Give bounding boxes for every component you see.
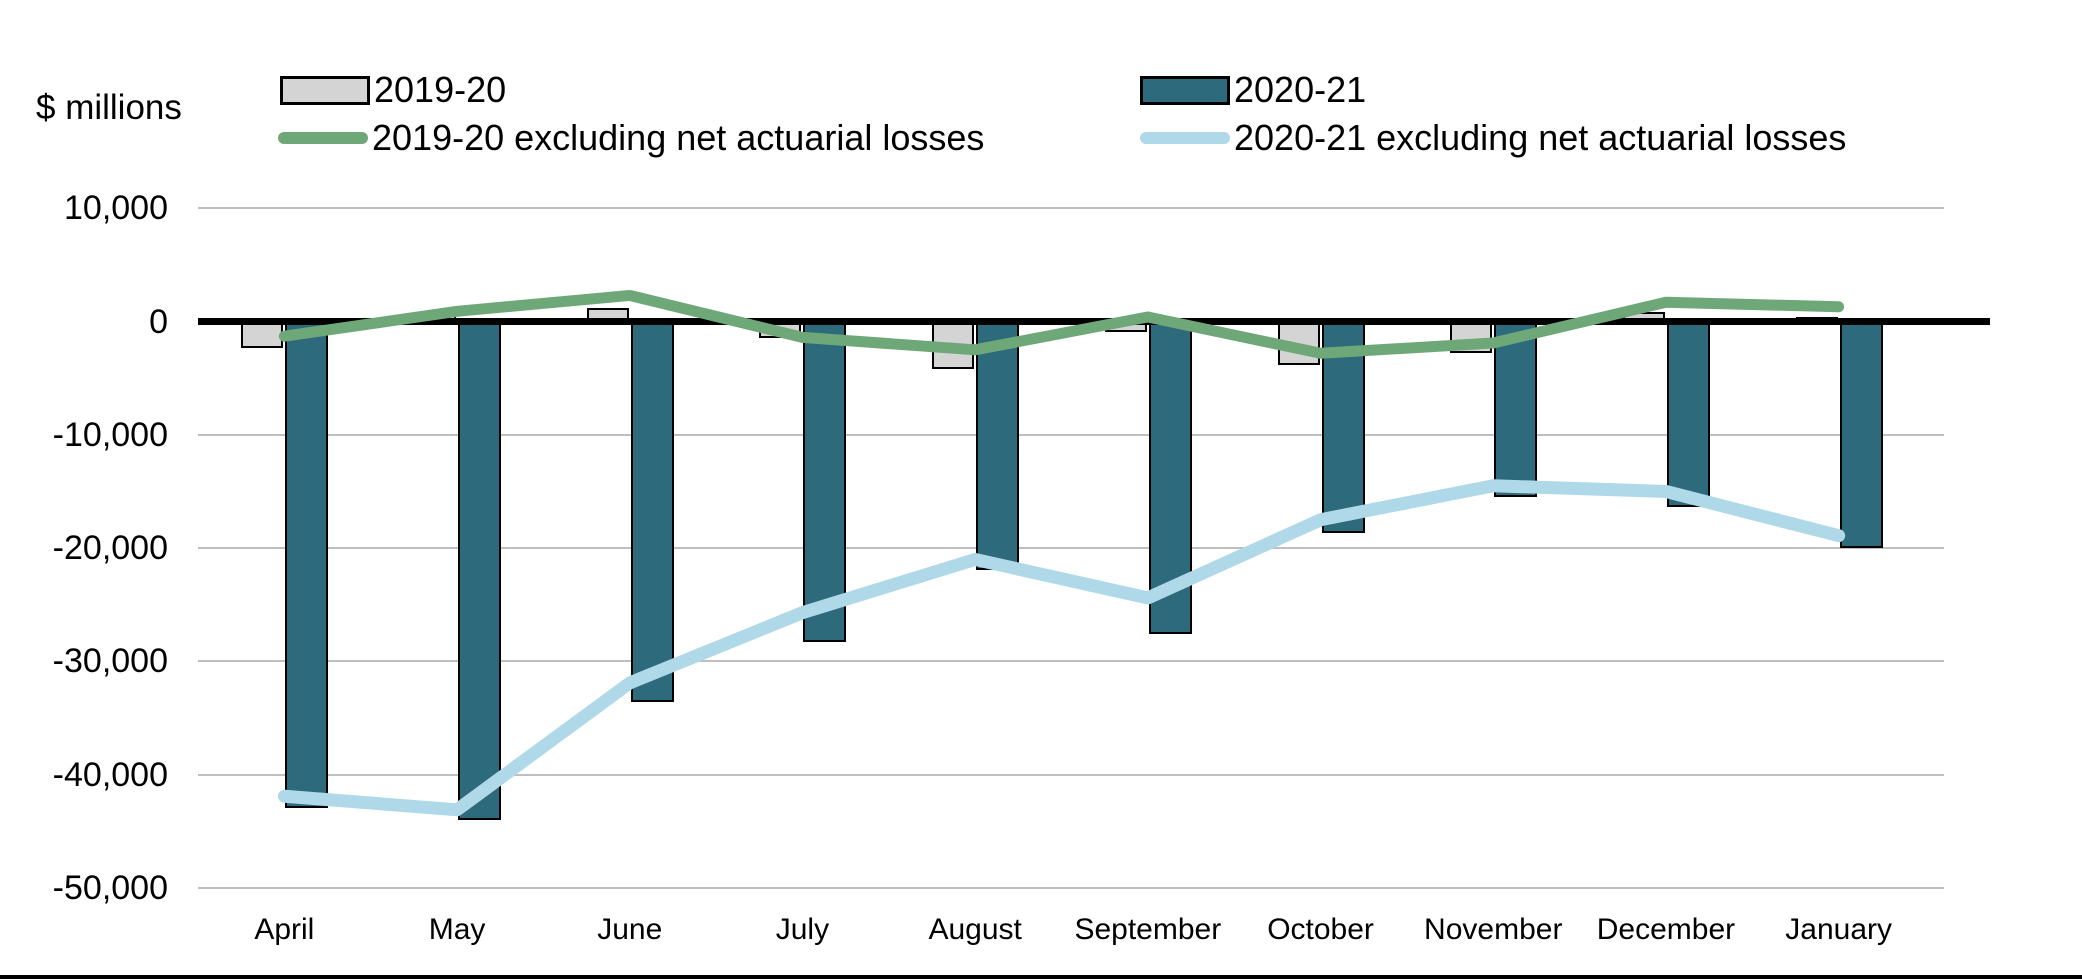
legend-item-2019-20-excluding: 2019-20 excluding net actuarial losses [278,114,984,162]
bar-2020-21-august [976,321,1020,570]
legend-item-2020-21-excluding: 2020-21 excluding net actuarial losses [1140,114,1846,162]
x-axis-label-july: July [775,913,830,946]
gridline--40,000 [198,773,1944,776]
zero-axis-line [198,318,1990,325]
legend-item-2020-21: 2020-21 [1140,66,1366,114]
x-axis-label-august: August [928,913,1022,946]
legend-label-2019-20: 2019-20 [374,69,507,110]
y-axis-units-label: $ millions [36,88,182,127]
bar-2020-21-june [630,321,674,703]
x-axis-label-october: October [1267,913,1374,946]
y-axis-tick-label: -30,000 [52,642,168,681]
legend-swatch-2020-21-line [1140,132,1230,144]
y-axis-tick-label: 0 [149,302,168,341]
legend-label-2019-20-excluding: 2019-20 excluding net actuarial losses [372,117,985,158]
gridline-10,000 [198,207,1944,210]
x-axis-label-january: January [1785,913,1892,946]
y-axis-tick-label: 10,000 [64,189,168,228]
y-axis-tick-label: -40,000 [52,755,168,794]
gridline--30,000 [198,660,1944,663]
gridline--50,000 [198,887,1944,889]
legend-swatch-2020-21-bar [1140,75,1230,105]
line-2019-20-excluding-net-actuarial-losses [278,289,1845,359]
x-axis-label-november: November [1424,913,1563,946]
bar-2020-21-january [1839,321,1883,549]
legend-swatch-2019-20-line [278,132,368,144]
x-axis-label-may: May [428,913,486,946]
x-axis-label-december: December [1596,913,1736,946]
x-axis-label-september: September [1074,913,1222,946]
y-axis-tick-label: -10,000 [52,415,168,454]
bar-2020-21-november [1494,321,1538,498]
bar-2020-21-april [285,321,329,808]
gridline--20,000 [198,547,1944,550]
legend-label-2020-21-excluding: 2020-21 excluding net actuarial losses [1234,117,1847,158]
legend-item-2019-20: 2019-20 [280,66,506,114]
figure-bottom-border [0,975,2082,979]
x-axis-label-april: April [254,913,315,946]
x-axis-label-june: June [597,913,663,946]
bar-2020-21-december [1666,321,1710,508]
bar-2020-21-may [458,321,502,821]
y-axis-tick-label: -50,000 [52,869,168,907]
line-2020-21-excluding-net-actuarial-losses [277,479,1846,817]
legend-swatch-2019-20-bar [280,75,370,105]
gridline--10,000 [198,433,1944,436]
y-axis-tick-label: -20,000 [52,529,168,568]
legend-label-2020-21: 2020-21 [1234,69,1367,110]
